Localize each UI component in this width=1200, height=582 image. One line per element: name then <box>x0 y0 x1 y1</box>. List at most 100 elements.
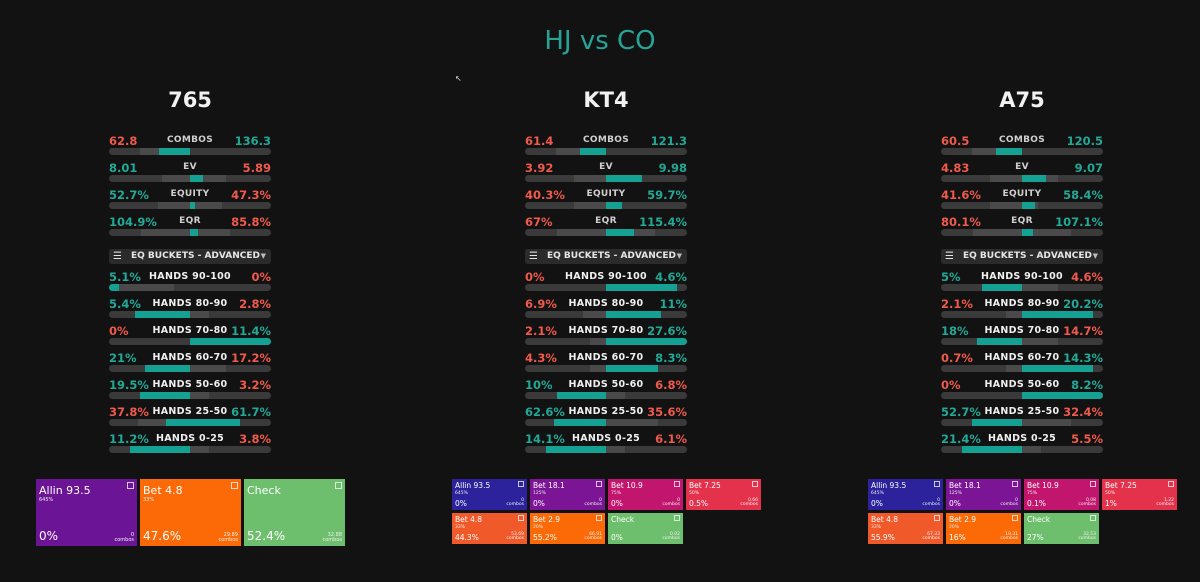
stat-label: EQR <box>179 216 201 226</box>
expand-icon[interactable] <box>596 481 602 487</box>
action-tile[interactable]: Bet 10.9 75% 0% 0 combos <box>608 479 683 510</box>
board-title: 765 <box>168 88 212 112</box>
layers-icon: ☰ <box>945 251 954 262</box>
dropdown-label: EQ BUCKETS - ADVANCED <box>547 251 676 261</box>
combo-unit: combos <box>1078 502 1096 508</box>
stat-left-value: 52.7% <box>109 188 149 202</box>
action-tile[interactable]: Bet 4.8 33% 55.9% 67.33 combos <box>868 513 943 544</box>
combo-unit: combos <box>922 536 940 542</box>
action-frequency: 44.3% <box>455 533 479 542</box>
bucket-label: HANDS 25-50 <box>984 406 1060 417</box>
action-name: Bet 10.9 <box>1027 481 1059 490</box>
action-frequency: 1% <box>1105 499 1117 508</box>
combo-unit: combos <box>1000 502 1018 508</box>
action-tile[interactable]: Allin 93.5 645% 0% 0 combos <box>36 479 137 546</box>
expand-icon[interactable] <box>674 515 680 521</box>
progress-bar-fill <box>1022 392 1103 399</box>
expand-icon[interactable] <box>231 482 238 489</box>
progress-bar-highlight <box>573 202 623 209</box>
eq-buckets-dropdown[interactable]: ☰ EQ BUCKETS - ADVANCED ▼ <box>525 249 687 264</box>
action-tile[interactable]: Bet 10.9 75% 0.1% 0.08 combos <box>1024 479 1099 510</box>
combo-unit: combos <box>1000 536 1018 542</box>
combo-unit: combos <box>584 502 602 508</box>
action-name: Bet 7.25 <box>689 481 721 490</box>
progress-bar <box>525 202 687 209</box>
bucket-right-value: 6.8% <box>655 378 687 392</box>
action-tile[interactable]: Bet 18.1 125% 0% 0 combos <box>946 479 1021 510</box>
progress-bar-highlight <box>1022 446 1042 453</box>
expand-icon[interactable] <box>518 481 524 487</box>
expand-icon[interactable] <box>1012 515 1018 521</box>
progress-bar <box>525 365 687 372</box>
expand-icon[interactable] <box>127 482 134 489</box>
action-size-pct: 645% <box>455 491 468 496</box>
action-tile[interactable]: Check 0% 0.02 combos <box>608 513 683 544</box>
eq-buckets-dropdown[interactable]: ☰ EQ BUCKETS - ADVANCED ▼ <box>941 249 1103 264</box>
expand-icon[interactable] <box>518 515 524 521</box>
action-tile[interactable]: Bet 18.1 125% 0% 0 combos <box>530 479 605 510</box>
expand-icon[interactable] <box>596 515 602 521</box>
progress-bar-fill <box>962 446 1022 453</box>
action-name: Allin 93.5 <box>871 481 907 490</box>
chevron-down-icon: ▼ <box>676 252 682 260</box>
combo-count: 0.66 <box>747 497 758 503</box>
action-tile[interactable]: Allin 93.5 645% 0% 0 combos <box>452 479 527 510</box>
action-tile[interactable]: Allin 93.5 645% 0% 0 combos <box>868 479 943 510</box>
progress-bar-fill <box>996 148 1022 155</box>
bucket-label: HANDS 60-70 <box>984 352 1060 363</box>
bucket-row-3: 4.3% HANDS 60-70 8.3% <box>525 351 687 378</box>
combo-count: 0 <box>677 497 680 503</box>
stat-left-value: 40.3% <box>525 188 565 202</box>
action-name: Bet 7.25 <box>1105 481 1137 490</box>
progress-bar <box>525 229 687 236</box>
expand-icon[interactable] <box>752 481 758 487</box>
action-tile[interactable]: Bet 4.8 33% 47.6% 29.89 combos <box>140 479 241 546</box>
expand-icon[interactable] <box>1168 481 1174 487</box>
bucket-label: HANDS 50-60 <box>984 379 1060 390</box>
bucket-left-value: 62.6% <box>525 405 565 419</box>
action-tile[interactable]: Bet 7.25 50% 1% 1.22 combos <box>1102 479 1177 510</box>
action-frequency: 0% <box>39 529 59 543</box>
action-combos: 29.89 combos <box>218 532 238 544</box>
expand-icon[interactable] <box>1090 481 1096 487</box>
action-tile[interactable]: Bet 2.9 20% 16% 19.31 combos <box>946 513 1021 544</box>
expand-icon[interactable] <box>335 482 342 489</box>
action-grid-765: Allin 93.5 645% 0% 0 combos Bet 4.8 33% 47.6% 29… <box>36 479 345 546</box>
action-tile[interactable]: Check 27% 32.53 combos <box>1024 513 1099 544</box>
bucket-left-value: 2.1% <box>941 297 973 311</box>
bucket-row-2: 2.1% HANDS 70-80 27.6% <box>525 324 687 351</box>
expand-icon[interactable] <box>1090 515 1096 521</box>
action-combos: 1.22 combos <box>1156 497 1174 508</box>
progress-bar-fill <box>546 446 606 453</box>
action-tile[interactable]: Bet 4.8 33% 44.3% 53.69 combos <box>452 513 527 544</box>
expand-icon[interactable] <box>1012 481 1018 487</box>
expand-icon[interactable] <box>934 515 940 521</box>
stat-left-value: 41.6% <box>941 188 981 202</box>
bucket-right-value: 17.2% <box>231 351 271 365</box>
action-tile[interactable]: Bet 2.9 20% 55.2% 66.91 combos <box>530 513 605 544</box>
action-combos: 0 combos <box>662 497 680 508</box>
action-size-pct: 75% <box>611 491 622 496</box>
progress-bar <box>109 419 271 426</box>
bucket-label: HANDS 50-60 <box>152 379 228 390</box>
bucket-label: HANDS 25-50 <box>568 406 644 417</box>
action-frequency: 16% <box>949 533 966 542</box>
bucket-row-5: 37.8% HANDS 25-50 61.7% <box>109 405 271 432</box>
action-tile[interactable]: Bet 7.25 50% 0.5% 0.66 combos <box>686 479 761 510</box>
action-combos: 19.31 combos <box>1000 532 1018 542</box>
board-column-a75: A75 60.5 COMBOS 120.5 4.83 EV 9.07 41.6% EQUITY 5… <box>941 88 1103 459</box>
action-name: Bet 10.9 <box>611 481 643 490</box>
bucket-label: HANDS 60-70 <box>568 352 644 363</box>
progress-bar <box>109 202 271 209</box>
eq-buckets-dropdown[interactable]: ☰ EQ BUCKETS - ADVANCED ▼ <box>109 249 271 264</box>
progress-bar <box>941 229 1103 236</box>
progress-bar <box>941 392 1103 399</box>
action-tile[interactable]: Check 52.4% 32.88 combos <box>244 479 345 546</box>
combo-unit: combos <box>322 536 342 543</box>
combo-count: 1.22 <box>1163 497 1174 503</box>
combo-unit: combos <box>114 536 134 543</box>
action-frequency: 0% <box>455 499 467 508</box>
expand-icon[interactable] <box>934 481 940 487</box>
expand-icon[interactable] <box>674 481 680 487</box>
stat-left-value: 8.01 <box>109 161 138 175</box>
